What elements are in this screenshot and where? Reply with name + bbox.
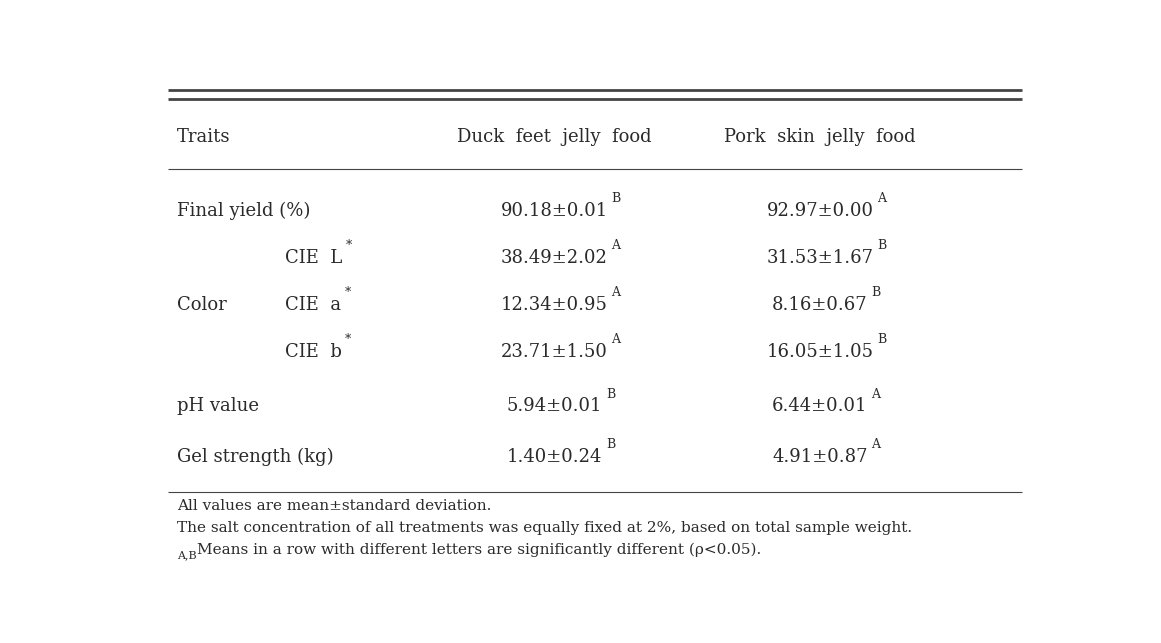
Text: B: B bbox=[606, 388, 615, 401]
Text: Pork  skin  jelly  food: Pork skin jelly food bbox=[724, 127, 916, 145]
Text: Traits: Traits bbox=[176, 127, 230, 145]
Text: All values are mean±standard deviation.: All values are mean±standard deviation. bbox=[176, 500, 491, 513]
Text: A: A bbox=[612, 286, 621, 299]
Text: The salt concentration of all treatments was equally fixed at 2%, based on total: The salt concentration of all treatments… bbox=[176, 521, 911, 535]
Text: 92.97±0.00: 92.97±0.00 bbox=[766, 202, 873, 220]
Text: Gel strength (kg): Gel strength (kg) bbox=[176, 448, 333, 466]
Text: B: B bbox=[612, 192, 621, 205]
Text: 8.16±0.67: 8.16±0.67 bbox=[772, 296, 867, 314]
Text: A: A bbox=[871, 388, 880, 401]
Text: 23.71±1.50: 23.71±1.50 bbox=[502, 343, 608, 361]
Text: A: A bbox=[612, 239, 621, 252]
Text: CIE  a: CIE a bbox=[284, 296, 340, 314]
Text: 31.53±1.67: 31.53±1.67 bbox=[766, 249, 873, 267]
Text: A: A bbox=[871, 438, 880, 451]
Text: 16.05±1.05: 16.05±1.05 bbox=[766, 343, 873, 361]
Text: Color: Color bbox=[176, 296, 226, 314]
Text: 90.18±0.01: 90.18±0.01 bbox=[500, 202, 608, 220]
Text: B: B bbox=[872, 286, 880, 299]
Text: 6.44±0.01: 6.44±0.01 bbox=[772, 397, 867, 415]
Text: CIE  b: CIE b bbox=[284, 343, 341, 361]
Text: CIE  L: CIE L bbox=[284, 249, 341, 267]
Text: A: A bbox=[612, 333, 621, 346]
Text: 1.40±0.24: 1.40±0.24 bbox=[507, 448, 603, 466]
Text: Final yield (%): Final yield (%) bbox=[176, 202, 310, 220]
Text: 4.91±0.87: 4.91±0.87 bbox=[772, 448, 867, 466]
Text: 5.94±0.01: 5.94±0.01 bbox=[506, 397, 603, 415]
Text: Means in a row with different letters are significantly different (ρ<0.05).: Means in a row with different letters ar… bbox=[197, 543, 762, 557]
Text: B: B bbox=[606, 438, 615, 451]
Text: *: * bbox=[345, 333, 352, 346]
Text: A,B: A,B bbox=[176, 550, 196, 560]
Text: B: B bbox=[877, 239, 886, 252]
Text: 38.49±2.02: 38.49±2.02 bbox=[502, 249, 608, 267]
Text: 12.34±0.95: 12.34±0.95 bbox=[502, 296, 608, 314]
Text: Duck  feet  jelly  food: Duck feet jelly food bbox=[457, 127, 651, 145]
Text: *: * bbox=[346, 239, 352, 252]
Text: *: * bbox=[345, 286, 351, 299]
Text: B: B bbox=[877, 333, 886, 346]
Text: pH value: pH value bbox=[176, 397, 259, 415]
Text: A: A bbox=[877, 192, 886, 205]
